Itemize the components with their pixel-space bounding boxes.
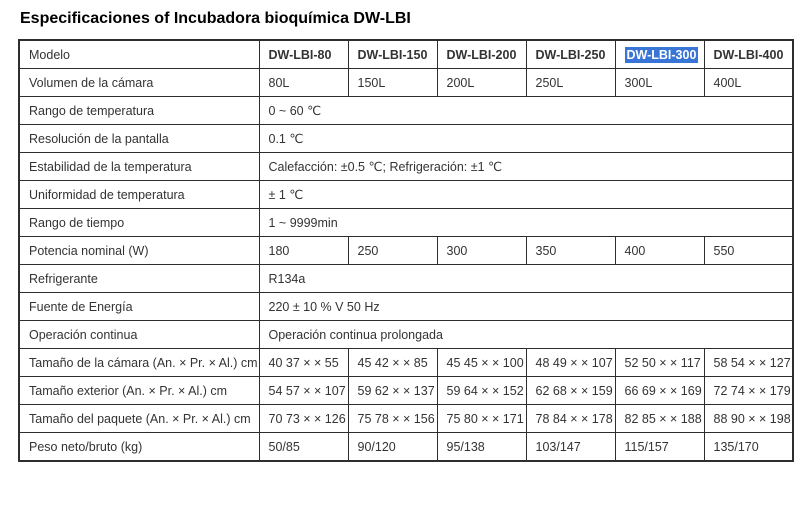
cell-value: 90/120 [347, 432, 438, 462]
row-refrigerante: Refrigerante R134a [18, 264, 794, 293]
row-label: Peso neto/bruto (kg) [18, 432, 260, 462]
cell-value: 66 69 × × 169 [614, 376, 705, 405]
cell-value-span: 220 ± 10 % V 50 Hz [258, 292, 794, 321]
selected-model-highlight: DW-LBI-300 [624, 46, 699, 63]
cell-value: 75 78 × × 156 [347, 404, 438, 433]
header-modelo: Modelo [18, 39, 260, 69]
cell-value: 115/157 [614, 432, 705, 462]
cell-value: 82 85 × × 188 [614, 404, 705, 433]
cell-value: 45 42 × × 85 [347, 348, 438, 377]
cell-value: 75 80 × × 171 [436, 404, 527, 433]
column-header-model-4: DW-LBI-250 [525, 39, 616, 69]
cell-value: 135/170 [703, 432, 794, 462]
cell-value: 400 [614, 236, 705, 265]
column-header-model-1: DW-LBI-80 [258, 39, 349, 69]
row-tamano-camara: Tamaño de la cámara (An. × Pr. × Al.) cm… [18, 348, 794, 377]
cell-value-span: R134a [258, 264, 794, 293]
row-label: Fuente de Energía [18, 292, 260, 321]
row-label: Operación continua [18, 320, 260, 349]
row-label: Potencia nominal (W) [18, 236, 260, 265]
row-label: Refrigerante [18, 264, 260, 293]
cell-value: 72 74 × × 179 [703, 376, 794, 405]
cell-value: 200L [436, 68, 527, 97]
cell-value: 88 90 × × 198 [703, 404, 794, 433]
cell-value: 300 [436, 236, 527, 265]
cell-value: 54 57 × × 107 [258, 376, 349, 405]
cell-value: 70 73 × × 126 [258, 404, 349, 433]
column-header-model-6: DW-LBI-400 [703, 39, 794, 69]
cell-value: 58 54 × × 127 [703, 348, 794, 377]
cell-value: 59 62 × × 137 [347, 376, 438, 405]
row-uniformidad: Uniformidad de temperatura ± 1 ℃ [18, 180, 794, 209]
cell-value: 150L [347, 68, 438, 97]
column-header-model-2: DW-LBI-150 [347, 39, 438, 69]
cell-value-span: Operación continua prolongada [258, 320, 794, 349]
cell-value: 550 [703, 236, 794, 265]
cell-value: 103/147 [525, 432, 616, 462]
row-estabilidad: Estabilidad de la temperatura Calefacció… [18, 152, 794, 181]
specifications-table: Modelo DW-LBI-80 DW-LBI-150 DW-LBI-200 D… [18, 39, 794, 462]
row-rango-temperatura: Rango de temperatura 0 ~ 60 ℃ [18, 96, 794, 125]
cell-value-span: 0.1 ℃ [258, 124, 794, 153]
cell-value: 180 [258, 236, 349, 265]
cell-value-span: ± 1 ℃ [258, 180, 794, 209]
row-peso: Peso neto/bruto (kg) 50/85 90/120 95/138… [18, 432, 794, 462]
row-resolucion: Resolución de la pantalla 0.1 ℃ [18, 124, 794, 153]
cell-value: 80L [258, 68, 349, 97]
row-label: Uniformidad de temperatura [18, 180, 260, 209]
row-label: Tamaño de la cámara (An. × Pr. × Al.) cm [18, 348, 260, 377]
cell-value: 250L [525, 68, 616, 97]
row-label: Tamaño del paquete (An. × Pr. × Al.) cm [18, 404, 260, 433]
cell-value: 400L [703, 68, 794, 97]
cell-value: 59 64 × × 152 [436, 376, 527, 405]
column-header-model-5-selected: DW-LBI-300 [614, 39, 705, 69]
cell-value: 78 84 × × 178 [525, 404, 616, 433]
row-label: Rango de tiempo [18, 208, 260, 237]
cell-value: 300L [614, 68, 705, 97]
cell-value: 48 49 × × 107 [525, 348, 616, 377]
table-header-row: Modelo DW-LBI-80 DW-LBI-150 DW-LBI-200 D… [18, 39, 794, 69]
page-title: Especificaciones of Incubadora bioquímic… [20, 10, 411, 27]
row-rango-tiempo: Rango de tiempo 1 ~ 9999min [18, 208, 794, 237]
cell-value: 95/138 [436, 432, 527, 462]
row-volumen: Volumen de la cámara 80L 150L 200L 250L … [18, 68, 794, 97]
row-operacion-continua: Operación continua Operación continua pr… [18, 320, 794, 349]
row-label: Resolución de la pantalla [18, 124, 260, 153]
row-potencia: Potencia nominal (W) 180 250 300 350 400… [18, 236, 794, 265]
cell-value: 40 37 × × 55 [258, 348, 349, 377]
cell-value: 350 [525, 236, 616, 265]
cell-value-span: 1 ~ 9999min [258, 208, 794, 237]
cell-value: 250 [347, 236, 438, 265]
cell-value: 45 45 × × 100 [436, 348, 527, 377]
row-fuente-energia: Fuente de Energía 220 ± 10 % V 50 Hz [18, 292, 794, 321]
cell-value: 52 50 × × 117 [614, 348, 705, 377]
row-tamano-exterior: Tamaño exterior (An. × Pr. × Al.) cm 54 … [18, 376, 794, 405]
cell-value-span: 0 ~ 60 ℃ [258, 96, 794, 125]
row-label: Volumen de la cámara [18, 68, 260, 97]
row-label: Rango de temperatura [18, 96, 260, 125]
cell-value-span: Calefacción: ±0.5 ℃; Refrigeración: ±1 ℃ [258, 152, 794, 181]
cell-value: 62 68 × × 159 [525, 376, 616, 405]
column-header-model-3: DW-LBI-200 [436, 39, 527, 69]
row-tamano-paquete: Tamaño del paquete (An. × Pr. × Al.) cm … [18, 404, 794, 433]
cell-value: 50/85 [258, 432, 349, 462]
row-label: Tamaño exterior (An. × Pr. × Al.) cm [18, 376, 260, 405]
row-label: Estabilidad de la temperatura [18, 152, 260, 181]
